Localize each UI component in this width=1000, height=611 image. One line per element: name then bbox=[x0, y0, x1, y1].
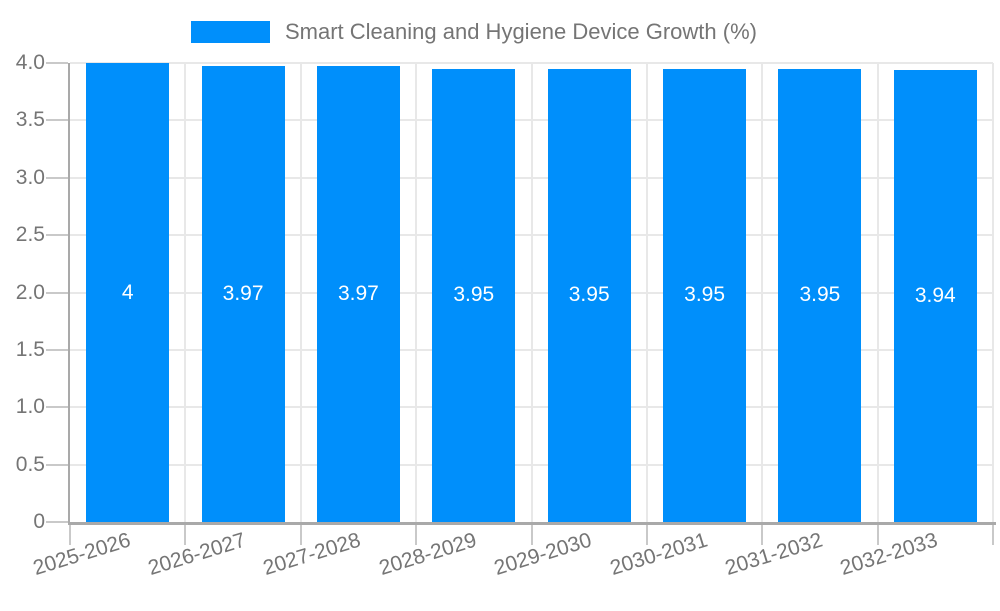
y-tick-label: 3.0 bbox=[15, 165, 45, 189]
y-tick-label: 4.0 bbox=[15, 51, 45, 74]
y-tick-label: 1.0 bbox=[15, 395, 45, 419]
bar-value-label: 3.95 bbox=[568, 283, 610, 307]
x-axis-tick bbox=[184, 525, 187, 545]
y-tick-label: 0 bbox=[33, 510, 45, 533]
y-axis-tick bbox=[46, 521, 68, 523]
v-gridline bbox=[645, 63, 648, 522]
x-axis-tick bbox=[992, 525, 994, 545]
bar[interactable] bbox=[663, 68, 747, 522]
y-tick-label: 2.0 bbox=[15, 280, 45, 304]
bar[interactable] bbox=[316, 66, 400, 522]
y-axis-tick bbox=[46, 463, 68, 466]
y-tick-label: 3.5 bbox=[15, 108, 45, 132]
bar-value-label: 3.97 bbox=[222, 282, 264, 306]
v-gridline bbox=[992, 63, 994, 522]
x-axis-tick bbox=[299, 525, 302, 545]
v-gridline bbox=[530, 63, 533, 522]
legend-swatch bbox=[191, 21, 270, 43]
y-axis-tick bbox=[46, 234, 68, 237]
y-tick-label: 1.5 bbox=[15, 337, 45, 361]
v-gridline bbox=[299, 63, 302, 522]
v-gridline bbox=[184, 63, 187, 522]
y-tick-label: 2.5 bbox=[15, 223, 45, 247]
v-gridline bbox=[876, 63, 879, 522]
v-gridline bbox=[761, 63, 764, 522]
v-gridline bbox=[415, 63, 418, 522]
y-axis-tick bbox=[46, 291, 68, 294]
x-axis-tick bbox=[876, 525, 879, 545]
bar-value-label: 3.95 bbox=[684, 283, 726, 307]
legend-item[interactable]: Smart Cleaning and Hygiene Device Growth… bbox=[191, 19, 757, 45]
x-tick-label: 2032-2033 bbox=[837, 528, 941, 580]
legend-label: Smart Cleaning and Hygiene Device Growth… bbox=[285, 19, 757, 44]
bar-value-label: 3.95 bbox=[799, 283, 841, 307]
bar-value-label: 3.95 bbox=[453, 283, 495, 307]
bar[interactable] bbox=[86, 63, 170, 522]
x-axis-tick bbox=[530, 525, 533, 545]
bar[interactable] bbox=[778, 68, 862, 522]
y-axis-tick bbox=[46, 176, 68, 179]
bar[interactable] bbox=[432, 68, 516, 522]
y-axis-tick bbox=[46, 348, 68, 351]
y-axis-tick bbox=[46, 406, 68, 409]
x-axis-tick bbox=[761, 525, 764, 545]
y-tick-label: 0.5 bbox=[15, 452, 45, 476]
bar[interactable] bbox=[547, 68, 631, 522]
x-axis-line bbox=[68, 522, 996, 525]
x-axis-tick bbox=[69, 525, 71, 545]
x-axis-tick bbox=[645, 525, 648, 545]
y-axis-tick bbox=[46, 119, 68, 122]
bar[interactable] bbox=[201, 66, 285, 522]
y-axis-line bbox=[68, 63, 70, 525]
bar-value-label: 3.97 bbox=[337, 282, 379, 306]
bar[interactable] bbox=[893, 69, 977, 522]
x-axis-tick bbox=[415, 525, 418, 545]
y-axis-tick bbox=[46, 62, 68, 64]
bar-value-label: 4 bbox=[121, 280, 134, 304]
bar-value-label: 3.94 bbox=[914, 283, 956, 307]
